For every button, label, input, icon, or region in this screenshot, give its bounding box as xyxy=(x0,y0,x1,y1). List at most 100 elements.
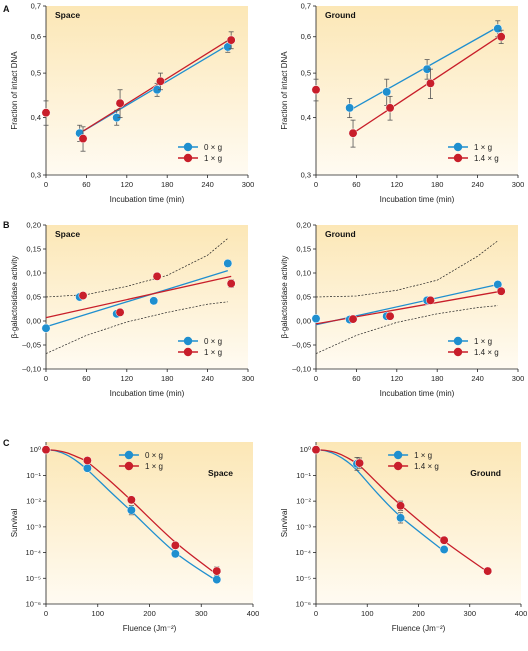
legend-label-1: 1.4 × g xyxy=(474,154,499,163)
data-point-series-0 xyxy=(345,103,355,113)
data-point-series-1 xyxy=(496,286,506,296)
row-label-c: C xyxy=(3,438,10,448)
x-tick-label: 300 xyxy=(195,609,208,618)
y-tick-label: 0,5 xyxy=(301,69,311,78)
y-tick-label: 0,6 xyxy=(301,32,311,41)
panels-group: 0,3 0,4 0,5 0,6 0,7 0 60 120 180 240 300 Incubation… xyxy=(10,2,527,634)
data-point-series-0 xyxy=(41,323,51,333)
x-tick-label: 240 xyxy=(471,180,484,189)
y-tick-label: 10⁻⁵ xyxy=(26,574,41,583)
y-tick-label: 10⁻⁵ xyxy=(296,574,311,583)
y-axis-label: Fraction of intact DNA xyxy=(280,51,289,130)
y-tick-label: 0,7 xyxy=(31,2,41,11)
x-tick-label: 300 xyxy=(463,609,476,618)
y-axis-label: β-galactosidase activity xyxy=(10,256,19,339)
x-axis-label: Incubation time (min) xyxy=(380,389,455,398)
confidence-band-lower xyxy=(45,301,228,354)
x-tick-label: 300 xyxy=(242,374,255,383)
x-tick-label: 300 xyxy=(512,180,525,189)
legend-marker-1 xyxy=(453,153,463,163)
y-tick-label: 10⁻⁶ xyxy=(296,600,311,609)
chart-panel-A-ground: 0,3 0,4 0,5 0,6 0,7 0 60 120 180 240 300 Incubation… xyxy=(280,2,524,205)
y-tick-label: 0,10 xyxy=(26,269,41,278)
data-point-series-1 xyxy=(126,495,136,505)
fit-line-series-1 xyxy=(45,275,232,319)
x-axis-label: Fluence (Jm⁻²) xyxy=(392,624,446,633)
y-axis-label: β-galactosidase activity xyxy=(280,256,289,339)
y-tick-label: 0,3 xyxy=(301,171,311,180)
legend-label-0: 0 × g xyxy=(145,451,163,460)
y-tick-label: 0,20 xyxy=(296,221,311,230)
legend-label-1: 1 × g xyxy=(204,154,222,163)
y-tick-label: 10⁻¹ xyxy=(296,471,311,480)
panel-title: Ground xyxy=(325,229,356,239)
chart-panel-B-ground: –0,10 –0,05 0,00 0,05 0,10 0,15 0,20 0 60 120 180 2… xyxy=(280,221,524,399)
y-tick-label: 10⁻⁴ xyxy=(295,548,311,557)
legend-marker-0 xyxy=(393,450,403,460)
y-tick-label: 0,7 xyxy=(301,2,311,11)
data-point-series-0 xyxy=(149,296,159,306)
data-point-series-1 xyxy=(496,32,506,42)
x-tick-label: 120 xyxy=(121,374,134,383)
plot-background xyxy=(316,442,521,604)
x-tick-label: 180 xyxy=(431,180,444,189)
legend-marker-0 xyxy=(183,142,193,152)
panel-title: Ground xyxy=(470,468,501,478)
y-tick-label: 0,05 xyxy=(26,293,41,302)
data-point-series-1 xyxy=(483,566,493,576)
legend-label-1: 1 × g xyxy=(145,462,163,471)
x-tick-label: 300 xyxy=(512,374,525,383)
x-tick-label: 120 xyxy=(121,180,134,189)
y-tick-label: 10⁻¹ xyxy=(26,471,41,480)
x-tick-label: 180 xyxy=(161,180,174,189)
data-point-series-0 xyxy=(493,24,503,34)
legend-marker-1 xyxy=(453,347,463,357)
y-tick-label: 0,10 xyxy=(296,269,311,278)
data-point-series-1 xyxy=(115,307,125,317)
confidence-band-upper xyxy=(45,238,229,298)
chart-panel-C-ground: 10⁰ 10⁻¹ 10⁻² 10⁻³ 10⁻⁴ 10⁻⁵ 10⁻⁶0 100 200 300 400… xyxy=(280,442,527,633)
legend-marker-1 xyxy=(124,461,134,471)
data-point-series-1 xyxy=(170,540,180,550)
data-point-series-1 xyxy=(348,128,358,138)
data-point-series-0 xyxy=(439,545,449,554)
y-tick-label: –0,05 xyxy=(22,341,41,350)
y-tick-label: 10⁻³ xyxy=(26,522,41,531)
data-point-series-0 xyxy=(311,314,321,324)
x-tick-label: 200 xyxy=(412,609,425,618)
chart-panel-B-space: –0,10 –0,05 0,00 0,05 0,10 0,15 0,20 0 60 120 180 2… xyxy=(10,221,254,399)
panel-title: Space xyxy=(208,468,233,478)
legend-marker-1 xyxy=(393,461,403,471)
data-point-series-1 xyxy=(348,314,358,324)
data-point-series-1 xyxy=(385,103,395,113)
data-point-series-1 xyxy=(156,76,165,86)
data-point-series-1 xyxy=(311,85,321,95)
data-point-series-1 xyxy=(78,134,88,144)
y-tick-label: 0,00 xyxy=(26,317,41,326)
data-point-series-0 xyxy=(382,87,392,97)
legend-marker-0 xyxy=(124,450,134,460)
data-point-series-0 xyxy=(396,513,406,523)
data-point-series-0 xyxy=(223,258,233,268)
data-point-series-0 xyxy=(82,463,92,473)
y-axis-label: Survival xyxy=(10,509,19,538)
x-tick-label: 60 xyxy=(352,374,360,383)
data-point-series-1 xyxy=(396,501,406,511)
legend-label-0: 1 × g xyxy=(414,451,432,460)
y-tick-label: –0,05 xyxy=(292,341,311,350)
x-tick-label: 200 xyxy=(143,609,156,618)
x-tick-label: 0 xyxy=(44,180,48,189)
panel-title: Space xyxy=(55,10,80,20)
y-tick-label: 0,5 xyxy=(31,69,41,78)
data-point-series-1 xyxy=(439,535,449,545)
x-tick-label: 0 xyxy=(44,374,48,383)
data-point-series-1 xyxy=(115,98,125,108)
y-tick-label: –0,10 xyxy=(292,365,311,374)
legend-label-0: 0 × g xyxy=(204,337,222,346)
y-axis-label: Survival xyxy=(280,509,289,538)
x-axis-label: Incubation time (min) xyxy=(110,389,185,398)
x-tick-label: 0 xyxy=(314,180,318,189)
data-point-series-1 xyxy=(152,271,162,281)
y-tick-label: 0,15 xyxy=(296,245,311,254)
